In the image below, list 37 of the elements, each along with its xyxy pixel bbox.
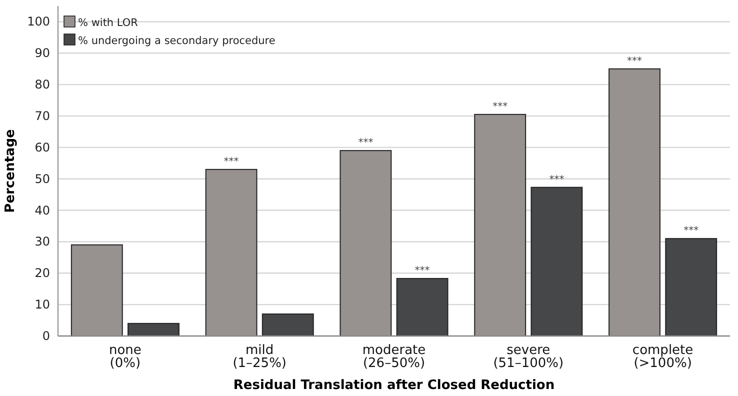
y-axis-title: Percentage <box>3 129 18 213</box>
bar <box>205 168 258 336</box>
legend-label: % undergoing a secondary procedure <box>78 35 276 47</box>
bar <box>128 322 180 336</box>
bar <box>474 114 526 336</box>
data-label: *** <box>358 138 374 149</box>
bar <box>530 186 583 336</box>
bar <box>70 244 123 336</box>
y-tick-label: 50 <box>34 172 50 186</box>
x-tick-label: complete (>100%) <box>632 343 694 371</box>
y-tick-label: 30 <box>34 234 50 249</box>
y-tick-label: 60 <box>34 140 50 154</box>
y-tick-label: 90 <box>34 46 50 60</box>
bar <box>262 314 314 336</box>
data-label: *** <box>549 174 564 186</box>
bar <box>665 238 718 336</box>
bar <box>608 68 660 336</box>
legend-label: % with LOR <box>78 17 138 29</box>
data-label: *** <box>684 226 699 237</box>
x-axis-title: Residual Translation after Closed Reduction <box>233 378 555 393</box>
y-tick-label: 70 <box>34 109 50 123</box>
bar <box>340 150 392 336</box>
x-tick-label: severe (51–100%) <box>493 343 564 371</box>
y-tick-label: 10 <box>34 298 50 312</box>
y-tick-label: 80 <box>34 78 50 92</box>
y-tick-label: 40 <box>34 203 50 218</box>
x-tick-label: mild (1–25%) <box>232 343 287 371</box>
data-label: *** <box>627 56 642 67</box>
data-label: *** <box>492 101 508 112</box>
y-tick-label: 0 <box>42 329 50 343</box>
y-tick-label: 100 <box>27 14 50 29</box>
y-tick-label: 20 <box>34 266 50 280</box>
x-tick-label: none (0%) <box>108 343 142 371</box>
bar <box>396 278 448 336</box>
data-label: *** <box>414 265 430 276</box>
x-tick-label: moderate (26–50%) <box>362 343 426 371</box>
data-label: *** <box>224 156 239 168</box>
